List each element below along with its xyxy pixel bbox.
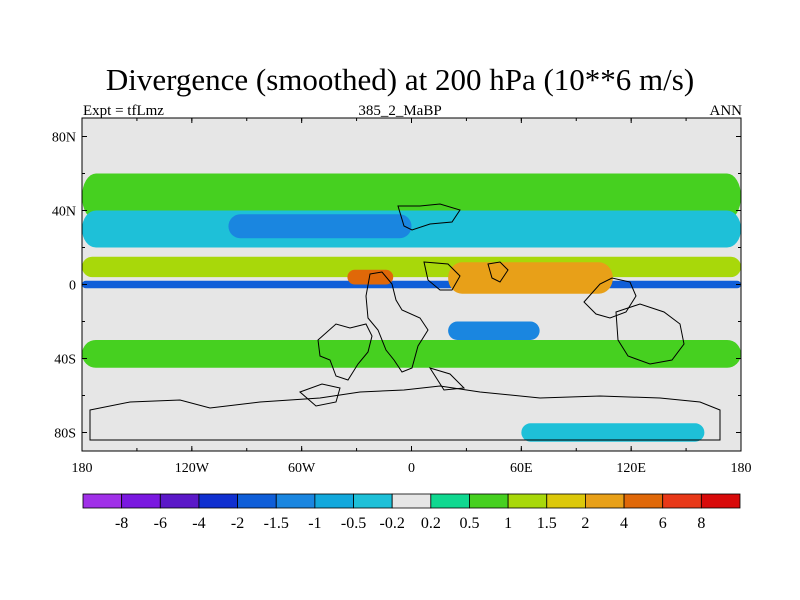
south-africa-tip-outline xyxy=(428,367,466,391)
europe-outline xyxy=(397,203,461,231)
contour-region-4 xyxy=(82,280,741,289)
lon-tick-label: 120W xyxy=(175,461,210,476)
colorbar-swatch xyxy=(507,493,548,509)
colorbar-label: -4 xyxy=(192,515,205,532)
maritime-continent-outline xyxy=(583,277,637,319)
experiment-label: Expt = tfLmz xyxy=(83,103,164,119)
contour-region-1 xyxy=(82,210,741,248)
lon-tick-label: 180 xyxy=(72,461,93,476)
colorbar-label: -1 xyxy=(308,515,321,532)
lon-tick-label: 180 xyxy=(731,461,752,476)
coastline-outlines xyxy=(89,203,721,441)
arabia-outline xyxy=(423,261,461,291)
antarctica-outline xyxy=(89,385,721,441)
lon-tick-label: 60E xyxy=(510,461,533,476)
colorbar-label: 8 xyxy=(697,515,705,532)
colorbar-swatch xyxy=(662,493,702,509)
contour-region-3 xyxy=(82,256,741,278)
colorbar-swatch xyxy=(275,493,316,509)
season-label: ANN xyxy=(709,103,743,119)
colorbar-label: -0.5 xyxy=(341,515,366,532)
colorbar-swatch xyxy=(353,493,393,509)
lat-tick-label: 0 xyxy=(69,279,76,294)
colorbar: -8 -6 -4 -2 -1.5 -1 -0.5 -0.2 0.2 0.5 1 1.5 2 4 6 8 xyxy=(82,493,741,532)
plot-title: Divergence (smoothed) at 200 hPa (10**6 … xyxy=(105,62,695,97)
lat-tick-label: 80S xyxy=(54,427,76,442)
colorbar-label: 6 xyxy=(659,515,667,532)
contour-region-8 xyxy=(82,340,741,368)
contour-region-0 xyxy=(82,173,741,220)
lat-tick-label: 40S xyxy=(54,353,76,368)
contour-region-9 xyxy=(521,423,705,442)
lon-tick-label: 0 xyxy=(408,461,415,476)
lat-tick-label: 40N xyxy=(52,205,76,220)
south-america-outline xyxy=(317,323,373,381)
colorbar-label: -0.2 xyxy=(380,515,405,532)
contour-field xyxy=(82,118,741,451)
colorbar-label: 1 xyxy=(504,515,512,532)
colorbar-swatch xyxy=(546,493,586,509)
australia-outline xyxy=(615,303,685,365)
lon-tick-label: 120E xyxy=(616,461,646,476)
longitude-axis: 180 120W 60W 0 60E 120E 180 xyxy=(72,118,752,476)
colorbar-label: -2 xyxy=(231,515,244,532)
colorbar-swatch xyxy=(121,493,161,509)
colorbar-swatch xyxy=(469,493,509,509)
colorbar-label: -8 xyxy=(115,515,128,532)
colorbar-swatch xyxy=(198,493,238,509)
colorbar-swatch xyxy=(314,493,354,509)
colorbar-label: 4 xyxy=(620,515,628,532)
colorbar-swatch xyxy=(430,493,470,509)
colorbar-label: -1.5 xyxy=(264,515,289,532)
colorbar-label: -6 xyxy=(154,515,167,532)
contour-region-5 xyxy=(448,262,613,294)
africa-outline xyxy=(365,271,429,373)
contour-region-6 xyxy=(347,269,394,285)
colorbar-swatch xyxy=(700,493,741,509)
colorbar-label: 0.2 xyxy=(421,515,441,532)
colorbar-swatch xyxy=(585,493,625,509)
colorbar-swatch xyxy=(391,493,432,509)
india-outline xyxy=(487,261,509,283)
colorbar-swatch xyxy=(159,493,200,509)
contour-region-7 xyxy=(448,321,540,340)
lat-tick-label: 80N xyxy=(52,131,76,146)
colorbar-swatch xyxy=(82,493,123,509)
colorbar-label: 1.5 xyxy=(537,515,557,532)
colorbar-label: 2 xyxy=(581,515,589,532)
colorbar-swatch xyxy=(237,493,277,509)
lon-tick-label: 60W xyxy=(288,461,316,476)
patagonia-outline xyxy=(299,383,341,407)
latitude-axis: 80N 40N 0 40S 80S xyxy=(52,131,741,442)
colorbar-label: 0.5 xyxy=(459,515,479,532)
contour-region-2 xyxy=(228,214,412,239)
colorbar-swatch xyxy=(623,493,664,509)
run-id-label: 385_2_MaBP xyxy=(358,103,442,119)
